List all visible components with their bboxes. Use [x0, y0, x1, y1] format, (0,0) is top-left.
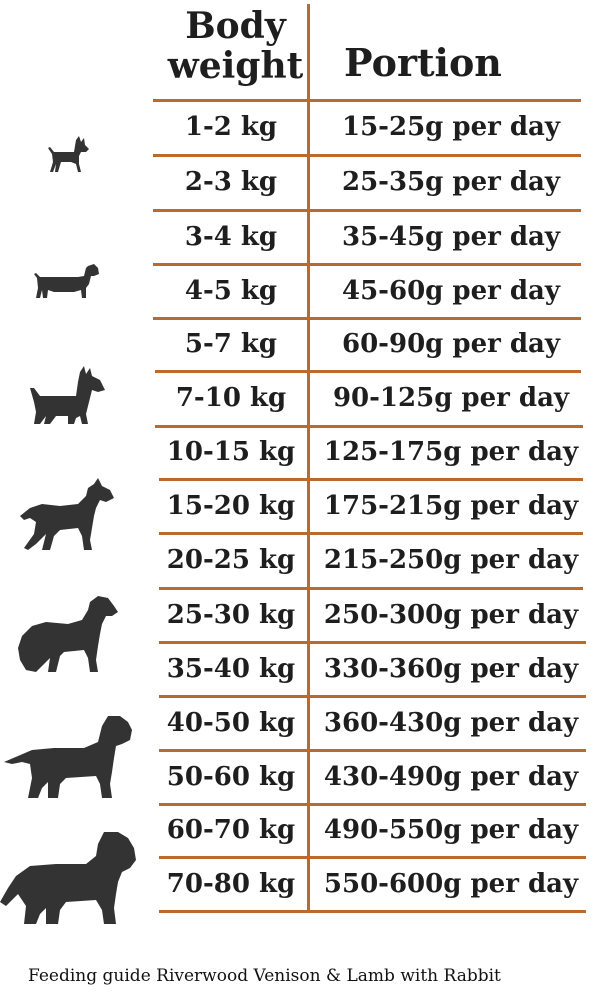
- portion-cell: 90-125g per day: [332, 383, 570, 413]
- portion-cell: 250-300g per day: [323, 600, 579, 630]
- weight-cell: 7-10 kg: [175, 383, 287, 413]
- portion-cell: 175-215g per day: [323, 491, 579, 521]
- table-row: 25-30 kg 250-300g per day: [0, 589, 593, 641]
- row-divider: [153, 263, 581, 266]
- weight-cell: 70-80 kg: [166, 869, 296, 899]
- table-row: 10-15 kg 125-175g per day: [0, 427, 593, 478]
- row-divider: [159, 641, 586, 644]
- table-row: 2-3 kg 25-35g per day: [0, 156, 593, 209]
- table-row: 7-10 kg 90-125g per day: [0, 372, 593, 425]
- weight-cell: 40-50 kg: [166, 708, 296, 738]
- weight-cell: 35-40 kg: [166, 654, 296, 684]
- weight-cell: 50-60 kg: [166, 762, 296, 792]
- portion-cell: 15-25g per day: [342, 112, 560, 142]
- table-row: 70-80 kg 550-600g per day: [0, 858, 593, 910]
- portion-header: Portion: [344, 40, 502, 85]
- portion-cell: 45-60g per day: [342, 276, 560, 306]
- weight-cell: 10-15 kg: [166, 437, 296, 467]
- weight-cell: 1-2 kg: [184, 112, 278, 142]
- row-divider: [153, 154, 581, 157]
- table-row: 60-70 kg 490-550g per day: [0, 805, 593, 856]
- row-divider: [159, 695, 586, 698]
- table-row: 5-7 kg 60-90g per day: [0, 319, 593, 370]
- table-row: 35-40 kg 330-360g per day: [0, 643, 593, 695]
- portion-cell: 550-600g per day: [323, 869, 579, 899]
- portion-cell: 490-550g per day: [323, 815, 579, 845]
- caption: Feeding guide Riverwood Venison & Lamb w…: [28, 966, 501, 986]
- row-divider: [153, 99, 581, 102]
- retriever-dog-icon: [18, 596, 118, 672]
- dachshund-icon: [34, 264, 99, 298]
- body-weight-header-line1: Body: [185, 5, 286, 47]
- row-divider: [159, 749, 586, 752]
- row-divider: [153, 317, 581, 320]
- table-row: 4-5 kg 45-60g per day: [0, 265, 593, 317]
- weight-cell: 15-20 kg: [166, 491, 296, 521]
- column-divider: [307, 4, 310, 912]
- weight-cell: 2-3 kg: [184, 167, 278, 197]
- portion-cell: 25-35g per day: [342, 167, 560, 197]
- portion-cell: 215-250g per day: [323, 545, 579, 575]
- row-divider: [159, 587, 583, 590]
- body-weight-header: Body weight: [163, 6, 308, 86]
- row-divider: [153, 209, 581, 212]
- weight-cell: 60-70 kg: [166, 815, 296, 845]
- portion-cell: 360-430g per day: [323, 708, 579, 738]
- table-row: 20-25 kg 215-250g per day: [0, 534, 593, 587]
- row-divider: [159, 856, 586, 859]
- portion-cell: 330-360g per day: [323, 654, 579, 684]
- row-divider: [155, 370, 581, 373]
- table-row: 40-50 kg 360-430g per day: [0, 697, 593, 749]
- weight-cell: 25-30 kg: [166, 600, 296, 630]
- table-row: 1-2 kg 15-25g per day: [0, 101, 593, 154]
- row-divider: [159, 910, 586, 913]
- large-dog-icon: [0, 832, 136, 924]
- table-row: 3-4 kg 35-45g per day: [0, 211, 593, 263]
- portion-cell: 35-45g per day: [342, 222, 560, 252]
- weight-cell: 4-5 kg: [184, 276, 278, 306]
- row-divider: [155, 425, 583, 428]
- chihuahua-icon: [48, 136, 89, 172]
- body-weight-header-line2: weight: [167, 45, 304, 87]
- portion-cell: 430-490g per day: [323, 762, 579, 792]
- row-divider: [159, 478, 583, 481]
- mastiff-dog-icon: [4, 716, 132, 798]
- shepherd-dog-icon: [20, 478, 114, 550]
- row-divider: [159, 532, 583, 535]
- weight-cell: 20-25 kg: [166, 545, 296, 575]
- terrier-icon: [30, 366, 105, 424]
- table-row: 15-20 kg 175-215g per day: [0, 480, 593, 532]
- portion-cell: 60-90g per day: [342, 329, 560, 359]
- weight-cell: 5-7 kg: [184, 329, 278, 359]
- weight-cell: 3-4 kg: [184, 222, 278, 252]
- portion-cell: 125-175g per day: [323, 437, 579, 467]
- row-divider: [159, 803, 586, 806]
- table-row: 50-60 kg 430-490g per day: [0, 751, 593, 803]
